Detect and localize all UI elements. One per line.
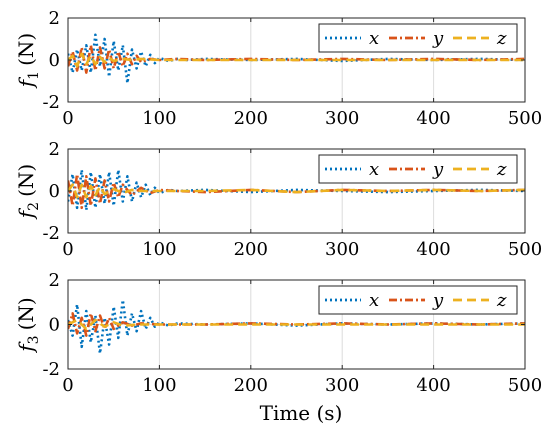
legend: x y z	[318, 23, 518, 53]
x-tick-label: 100	[142, 375, 176, 396]
legend-label-y: y	[432, 28, 444, 49]
legend-label-z: z	[496, 159, 507, 180]
x-tick-label: 400	[416, 108, 450, 129]
y-axis-unit: (N)	[14, 297, 38, 330]
y-axis-subscript: 1	[26, 71, 42, 80]
legend-label-y: y	[432, 159, 444, 180]
y-tick-label: 0	[49, 315, 60, 336]
series-line-y	[68, 312, 525, 337]
y-axis-label: f3(N)	[14, 297, 42, 353]
x-tick-label: 500	[508, 239, 542, 260]
y-tick-label: -2	[42, 92, 60, 113]
legend-label-x: x	[369, 28, 379, 49]
series-line-z	[68, 52, 525, 68]
x-axis-label: Time (s)	[260, 401, 343, 425]
series-line-z	[68, 183, 525, 199]
x-tick-label: 100	[142, 239, 176, 260]
x-tick-label: 400	[416, 375, 450, 396]
x-tick-label: 400	[416, 239, 450, 260]
x-tick-label: 500	[508, 108, 542, 129]
x-tick-label: 0	[62, 108, 73, 129]
legend-label-x: x	[369, 159, 379, 180]
series-line-z	[68, 318, 525, 331]
legend-label-z: z	[496, 28, 507, 49]
legend-label-x: x	[369, 290, 379, 311]
y-axis-subscript: 2	[26, 202, 42, 211]
series-line-x	[68, 168, 525, 212]
legend: x y z	[318, 154, 518, 184]
y-tick-label: -2	[42, 223, 60, 244]
x-tick-label: 200	[234, 239, 268, 260]
y-axis-label: f1(N)	[14, 33, 42, 89]
legend-label-z: z	[496, 290, 507, 311]
series-line-y	[68, 172, 525, 210]
y-tick-label: 2	[49, 8, 60, 29]
x-tick-label: 300	[325, 239, 359, 260]
x-tick-label: 0	[62, 239, 73, 260]
x-tick-label: 0	[62, 375, 73, 396]
legend-label-y: y	[432, 290, 444, 311]
x-tick-label: 100	[142, 108, 176, 129]
x-tick-label: 500	[508, 375, 542, 396]
y-tick-label: -2	[42, 359, 60, 380]
x-tick-label: 300	[325, 375, 359, 396]
legend: x y z	[318, 285, 518, 315]
y-tick-label: 0	[49, 50, 60, 71]
x-tick-label: 200	[234, 375, 268, 396]
x-tick-label: 300	[325, 108, 359, 129]
y-axis-subscript: 3	[26, 335, 42, 344]
y-tick-label: 2	[49, 139, 60, 160]
x-tick-label: 200	[234, 108, 268, 129]
y-axis-label: f2(N)	[14, 164, 42, 220]
y-axis-unit: (N)	[14, 33, 38, 66]
y-tick-label: 2	[49, 270, 60, 291]
y-axis-unit: (N)	[14, 164, 38, 197]
y-tick-label: 0	[49, 181, 60, 202]
